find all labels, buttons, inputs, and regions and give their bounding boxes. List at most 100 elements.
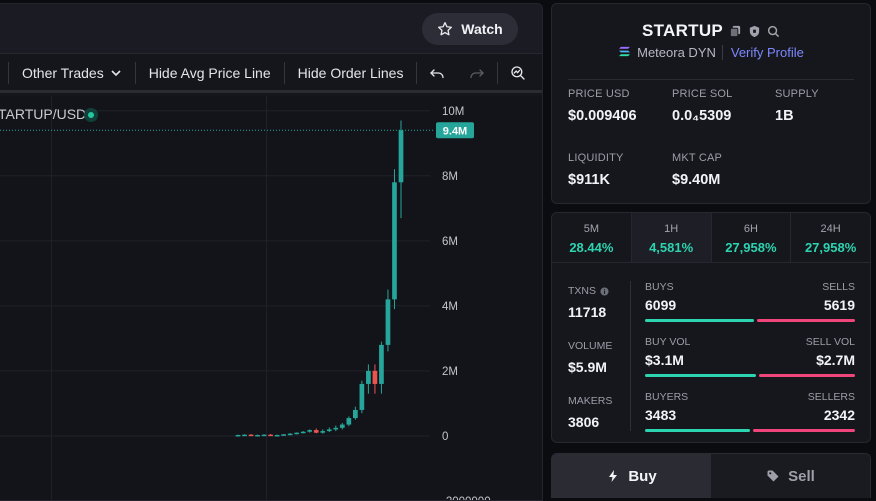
chevron-down-icon	[111, 69, 121, 76]
tab-5m[interactable]: 5M 28.44%	[552, 213, 632, 262]
candle-body	[300, 431, 306, 434]
txns-label: TXNS	[568, 285, 609, 297]
shield-icon[interactable]	[748, 25, 761, 38]
hide-order-lines-button[interactable]: Hide Order Lines	[285, 55, 417, 90]
buyers-sellers-split: BUYERS SELLERS 3483 2342	[645, 391, 855, 432]
period-label: 6H	[743, 223, 758, 235]
dex-row: Meteora DYN Verify Profile	[552, 45, 870, 60]
divider	[568, 79, 854, 80]
sellers-bar	[753, 429, 855, 432]
txns-label-text: TXNS	[568, 285, 597, 297]
candle-body	[326, 429, 332, 432]
mkt-cap-stat: MKT CAP $9.40M	[672, 152, 722, 188]
liquidity-stat: LIQUIDITY $911K	[568, 152, 624, 188]
copy-icon[interactable]	[729, 25, 742, 38]
liquidity-label: LIQUIDITY	[568, 152, 624, 164]
search-icon[interactable]	[767, 25, 780, 38]
makers-label: MAKERS	[568, 395, 613, 407]
candle-body	[366, 370, 371, 384]
candle-body	[255, 434, 260, 437]
sell-tab[interactable]: Sell	[711, 454, 870, 498]
undo-icon	[430, 68, 445, 78]
other-trades-dropdown[interactable]: Other Trades	[9, 55, 135, 90]
price-chart[interactable]: 10M 8M 6M 4M 2M 0 -2000000 9.4M TARTUP/USD	[0, 96, 542, 500]
txns-value: 11718	[568, 304, 607, 320]
buy-vol-value: $3.1M	[645, 352, 684, 368]
chart-pair-label: TARTUP/USD	[0, 106, 87, 122]
sell-vol-value: $2.7M	[816, 352, 855, 368]
hide-order-lines-label: Hide Order Lines	[297, 64, 404, 81]
redo-button[interactable]	[457, 55, 497, 90]
candle-body	[320, 431, 326, 433]
candle-body	[372, 370, 378, 384]
candle-body	[392, 182, 397, 300]
sells-bar	[757, 319, 855, 322]
sellers-value: 2342	[823, 407, 855, 423]
price-tag-bg	[436, 122, 474, 139]
candle-body	[333, 427, 339, 430]
sell-vol-label: SELL VOL	[805, 336, 855, 348]
candle-body	[294, 432, 300, 435]
y-axis-tick-label: 6M	[442, 236, 458, 248]
candlestick-chart-svg: 10M 8M 6M 4M 2M 0 -2000000 9.4M	[0, 96, 491, 500]
buyers-value: 3483	[645, 407, 677, 423]
toolbar-divider	[283, 61, 285, 84]
price-sol-stat: PRICE SOL 0.0₄5309	[672, 88, 733, 124]
price-sol-label: PRICE SOL	[672, 88, 733, 100]
buys-sells-split: BUYS SELLS 6099 5619	[645, 281, 855, 322]
candle-body	[339, 424, 345, 428]
watch-label: Watch	[461, 21, 503, 37]
period-label: 5M	[583, 223, 600, 235]
toolbar-divider	[497, 61, 499, 84]
toolbar-divider	[8, 61, 9, 84]
token-name-row: STARTUP	[552, 21, 870, 41]
hide-avg-price-line-label: Hide Avg Price Line	[148, 64, 271, 81]
hide-avg-price-line-button[interactable]: Hide Avg Price Line	[136, 55, 284, 90]
candle-body	[313, 430, 319, 433]
candle-body	[274, 434, 280, 437]
verify-profile-link[interactable]: Verify Profile	[721, 45, 804, 60]
tab-24h[interactable]: 24H 27,958%	[791, 213, 870, 262]
tab-6h[interactable]: 6H 27,958%	[712, 213, 792, 262]
price-usd-label: PRICE USD	[568, 88, 630, 100]
price-usd-value: $0.009406	[568, 108, 637, 124]
trade-tabs: Buy Sell	[551, 453, 871, 498]
token-header: STARTUP Meteora DYN Verify Profile	[552, 4, 870, 69]
watch-button[interactable]: Watch	[422, 13, 518, 45]
divider	[630, 281, 631, 431]
chart-toolbar: Other Trades Hide Avg Price Line Hide Or…	[0, 55, 542, 93]
sell-vol-bar	[759, 374, 855, 377]
period-tabs: 5M 28.44% 1H 4,581% 6H 27,958% 24H 27,95…	[552, 213, 870, 263]
tab-1h[interactable]: 1H 4,581%	[631, 213, 712, 262]
volume-value: $5.9M	[568, 359, 607, 375]
chart-search-button[interactable]	[498, 55, 538, 90]
makers-stat: MAKERS 3806	[568, 395, 612, 430]
period-stats-card: 5M 28.44% 1H 4,581% 6H 27,958% 24H 27,95…	[551, 212, 871, 443]
buy-tab[interactable]: Buy	[552, 454, 711, 498]
lightning-icon	[609, 470, 618, 482]
buy-vol-label: BUY VOL	[645, 336, 691, 348]
y-axis-tick-label: 0	[442, 431, 448, 443]
candle-body	[281, 434, 286, 436]
undo-button[interactable]	[417, 55, 457, 90]
solana-icon	[618, 45, 631, 60]
period-label: 1H	[664, 223, 679, 235]
mkt-cap-label: MKT CAP	[672, 152, 723, 164]
supply-value: 1B	[775, 108, 794, 124]
period-label: 24H	[820, 223, 841, 235]
y-axis-tick-label: 2M	[442, 366, 458, 378]
candle-body	[248, 434, 254, 437]
info-icon[interactable]	[600, 286, 609, 296]
candle-body	[268, 434, 273, 437]
candle-body	[287, 433, 293, 436]
makers-value: 3806	[568, 414, 600, 430]
other-trades-label: Other Trades	[22, 64, 104, 81]
candle-body	[398, 130, 404, 183]
current-price-tag: 9.4M	[443, 125, 467, 137]
toolbar-divider	[134, 61, 136, 84]
volume-stat: VOLUME $5.9M	[568, 340, 612, 375]
buy-sell-volume-split: BUY VOL SELL VOL $3.1M $2.7M	[645, 336, 855, 377]
price-sol-value: 0.0₄5309	[672, 108, 732, 124]
buys-value: 6099	[645, 297, 677, 313]
y-axis-tick-label: 10M	[442, 106, 464, 118]
